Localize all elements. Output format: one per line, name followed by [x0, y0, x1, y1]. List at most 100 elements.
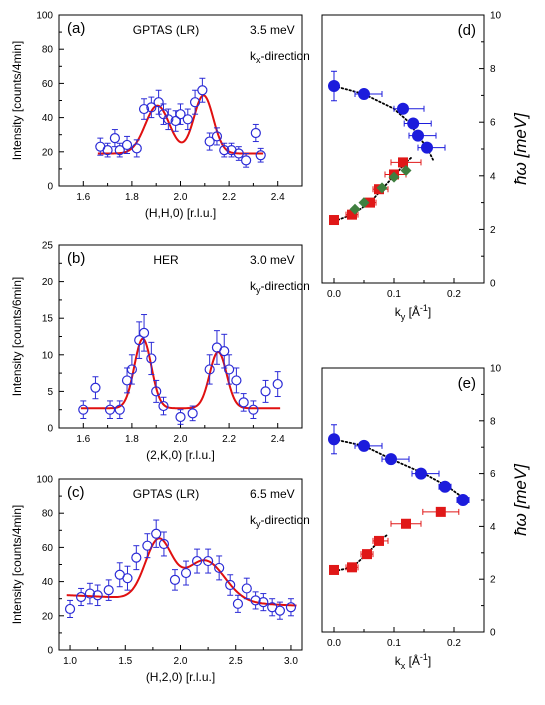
y-axis-label: ħω [meV]: [511, 112, 530, 185]
panel-label: (c): [67, 484, 85, 501]
data-point: [180, 567, 192, 579]
x-axis-label: kx [Å-1]: [395, 652, 432, 671]
data-point: [225, 579, 236, 591]
y-tick-label: 80: [42, 45, 54, 56]
data-point: [238, 397, 249, 408]
data-point: [175, 109, 186, 120]
data-point: [197, 85, 208, 96]
data-point: [146, 102, 157, 113]
data-point: [138, 327, 150, 338]
panel-label: (e): [458, 375, 476, 392]
data-point: [102, 144, 113, 156]
y-tick-label: 6: [490, 118, 496, 129]
data-point-diamond: [400, 164, 412, 176]
data-point: [175, 411, 186, 423]
y-tick-label: 20: [42, 147, 54, 158]
x-tick-label: 2.0: [174, 434, 188, 445]
data-point-circle: [397, 102, 409, 115]
data-point-circle: [412, 129, 424, 142]
data-point: [232, 598, 244, 609]
y-tick-label: 2: [490, 575, 496, 586]
data-point: [104, 404, 116, 415]
data-point: [163, 114, 174, 125]
fit-curve: [66, 537, 297, 607]
y-tick-label: 20: [42, 611, 54, 622]
data-point: [231, 375, 242, 386]
y-tick-label: 10: [42, 350, 54, 361]
y-axis-label: Intensity [counts/6min]: [10, 277, 24, 396]
direction-label: ky-direction: [250, 279, 310, 295]
data-point: [211, 131, 223, 142]
data-point: [121, 375, 133, 386]
data-point: [75, 591, 87, 603]
y-tick-label: 5: [47, 387, 53, 398]
plot-frame: [321, 14, 485, 284]
y-tick-label: 0: [47, 646, 53, 657]
data-point: [92, 590, 103, 601]
x-tick-label: 3.0: [284, 656, 298, 667]
data-point: [214, 562, 225, 574]
data-point-circle: [328, 80, 340, 93]
data-point: [158, 538, 170, 550]
data-point: [203, 555, 214, 567]
data-point: [126, 364, 137, 375]
y-tick-label: 0: [490, 279, 496, 290]
x-tick-label: 0.0: [327, 638, 341, 649]
data-point: [64, 603, 76, 615]
data-point-square: [347, 562, 357, 573]
y-tick-label: 0: [47, 182, 53, 193]
data-point-circle: [415, 467, 427, 480]
y-tick-label: 10: [490, 364, 502, 375]
data-point-square: [329, 564, 339, 575]
data-point: [260, 386, 271, 397]
y-tick-label: 25: [42, 241, 54, 252]
data-point: [241, 583, 252, 594]
data-point: [250, 127, 261, 139]
y-tick-label: 8: [490, 416, 496, 427]
data-point: [114, 404, 125, 415]
data-point-diamond: [349, 203, 361, 215]
data-point: [153, 97, 164, 108]
data-point: [114, 144, 125, 156]
data-point: [78, 404, 89, 415]
panel-label: (a): [67, 20, 85, 37]
direction-label: kx-direction: [250, 49, 310, 65]
data-point-circle: [358, 88, 370, 101]
data-point-circle: [385, 453, 397, 466]
y-tick-label: 6: [490, 469, 496, 480]
y-tick-label: 10: [490, 11, 502, 22]
fit-curve: [80, 337, 281, 410]
y-tick-label: 4: [490, 522, 496, 533]
data-point: [255, 150, 266, 161]
y-tick-label: 100: [36, 11, 53, 22]
x-axis-label: ky [Å-1]: [395, 303, 432, 322]
data-point-square: [374, 535, 384, 546]
data-point-circle: [328, 433, 340, 446]
data-point: [274, 605, 286, 616]
data-point: [250, 595, 261, 606]
x-tick-label: 1.6: [76, 192, 90, 203]
x-tick-label: 0.0: [327, 289, 341, 300]
x-tick-label: 0.1: [387, 289, 401, 300]
data-point: [138, 103, 150, 115]
x-tick-label: 2.2: [222, 192, 236, 203]
energy-label: 3.0 meV: [250, 253, 295, 267]
data-point: [224, 364, 235, 375]
data-point-circle: [358, 439, 370, 452]
data-point: [131, 552, 142, 563]
data-point-square: [329, 215, 339, 226]
fit-curve: [97, 94, 264, 155]
data-point: [151, 528, 162, 539]
data-point: [248, 404, 259, 415]
data-point-circle: [439, 480, 451, 493]
x-tick-label: 0.2: [447, 638, 461, 649]
y-tick-label: 60: [42, 79, 54, 90]
data-point: [142, 540, 153, 551]
data-point-diamond: [358, 197, 370, 209]
x-tick-label: 2.5: [229, 656, 243, 667]
x-tick-label: 0.2: [447, 289, 461, 300]
data-point: [204, 364, 215, 375]
data-point-square: [435, 506, 446, 517]
panel-b: 1.6 1.8 2.0 2.2 2.4 0 5 10 15 20 25 (b) HER 3.0 meV ky…: [10, 241, 310, 463]
panel-e: 0.0 0.1 0.2 0 2 4 6 8 10 (e) kx [Å-1] ħω [meV]: [321, 364, 530, 671]
